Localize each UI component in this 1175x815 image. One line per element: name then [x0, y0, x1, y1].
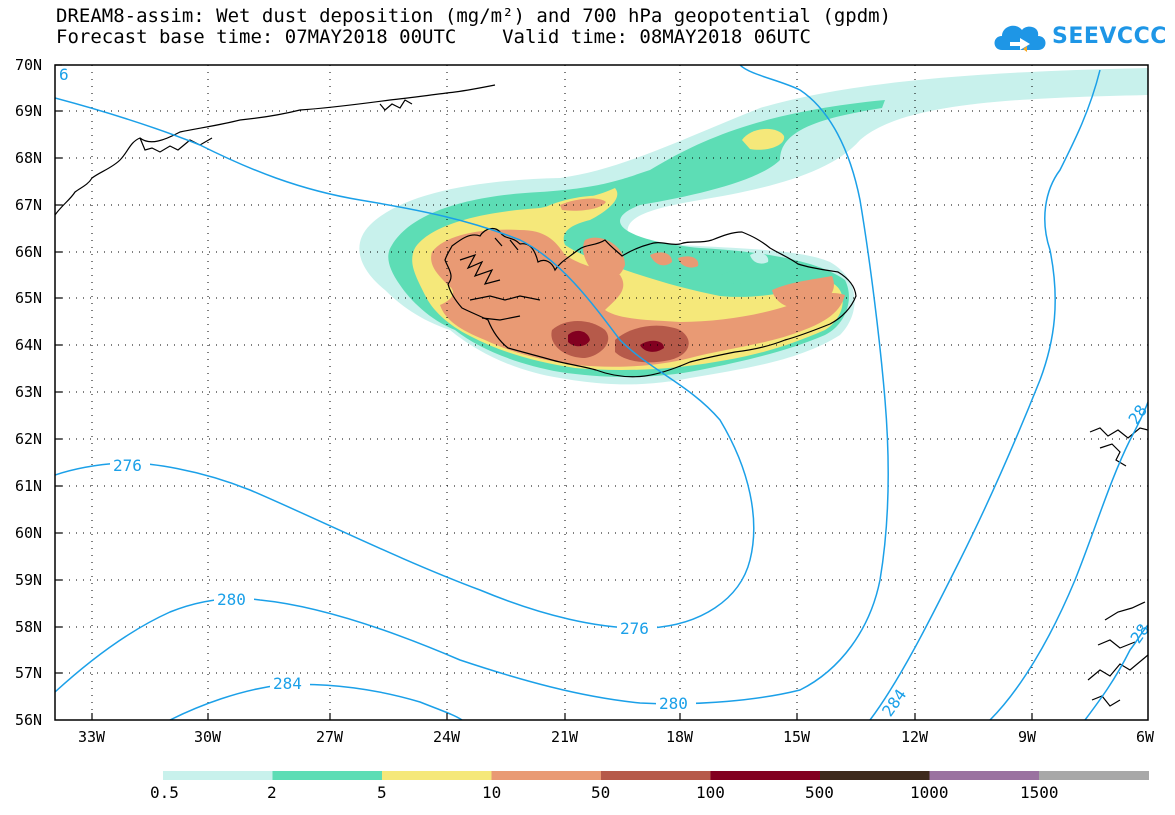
graticule	[55, 65, 1148, 720]
contour-line	[55, 65, 890, 705]
lat-label: 61N	[15, 477, 42, 495]
contour-labels: 6 276 280 284 276 280 284 28 28	[57, 65, 1153, 721]
logo-text: SEEVCCC	[1052, 24, 1167, 49]
deposition-level-5-patch	[720, 270, 750, 284]
coastlines	[55, 84, 1148, 707]
iceland-fjords	[459, 237, 541, 321]
colorbar-label: 100	[696, 783, 725, 802]
contour-label: 28	[1124, 401, 1151, 428]
colorbar-swatches	[163, 771, 1149, 780]
lat-label: 64N	[15, 336, 42, 354]
lat-label: 66N	[15, 243, 42, 261]
lat-label: 70N	[15, 56, 42, 74]
lat-label: 62N	[15, 430, 42, 448]
lat-label: 58N	[15, 618, 42, 636]
deposition-level-10-patch	[678, 256, 699, 268]
greenland-coast	[55, 84, 496, 216]
contour-line	[869, 69, 1101, 720]
map-plot-area: 6 276 280 284 276 280 284 28 28	[55, 65, 1153, 721]
longitude-labels: 33W 30W 27W 24W 21W 18W 15W 12W 9W 6W	[78, 728, 1155, 746]
colorbar-swatch	[929, 771, 1040, 780]
lon-label: 9W	[1018, 728, 1037, 746]
deposition-level-5-patch	[742, 128, 785, 150]
iceland-coast	[444, 227, 857, 378]
lon-label: 24W	[433, 728, 461, 746]
geopotential-contours	[55, 65, 1148, 720]
lat-label: 67N	[15, 196, 42, 214]
lon-label: 12W	[901, 728, 929, 746]
lon-label: 21W	[551, 728, 579, 746]
colorbar-swatch	[382, 771, 492, 780]
lat-label: 69N	[15, 102, 42, 120]
lat-label: 63N	[15, 383, 42, 401]
colorbar-swatch	[601, 771, 711, 780]
colorbar-swatch	[1039, 771, 1149, 780]
lat-label: 56N	[15, 711, 42, 729]
contour-label: 276	[113, 456, 142, 475]
contour-label: 28	[1126, 620, 1153, 647]
colorbar-label: 5	[377, 783, 387, 802]
deposition-level-10-patch	[560, 198, 606, 211]
colorbar-swatch	[272, 771, 383, 780]
lon-label: 33W	[78, 728, 106, 746]
colorbar-label: 0.5	[150, 783, 179, 802]
lon-label: 6W	[1136, 728, 1155, 746]
deposition-level-100	[568, 330, 590, 347]
colorbar-label: 2	[267, 783, 277, 802]
colorbar-swatch	[163, 771, 273, 780]
colorbar-label: 10	[482, 783, 501, 802]
colorbar-label: 500	[805, 783, 834, 802]
contour-line	[55, 97, 755, 629]
colorbar-swatch	[820, 771, 930, 780]
tick-marks	[55, 64, 1033, 720]
contour-line	[1084, 624, 1148, 720]
lat-label: 57N	[15, 664, 42, 682]
lon-label: 30W	[194, 728, 222, 746]
lat-label: 60N	[15, 524, 42, 542]
colorbar: 0.5 2 5 10 50 100 500 1000 1500	[150, 771, 1149, 802]
colorbar-label: 50	[591, 783, 610, 802]
deposition-level-10-patch	[772, 276, 834, 310]
colorbar-swatch	[710, 771, 821, 780]
chart-title: DREAM8-assim: Wet dust deposition (mg/m²…	[56, 5, 892, 27]
seevccc-logo: SEEVCCC	[990, 18, 1166, 58]
contour-label: 6	[59, 65, 69, 84]
contour-line	[989, 401, 1148, 720]
deposition-level-10	[431, 229, 845, 367]
colorbar-label: 1000	[910, 783, 949, 802]
lon-label: 18W	[666, 728, 694, 746]
deposition-level-10-patch	[650, 252, 672, 266]
colorbar-labels: 0.5 2 5 10 50 100 500 1000 1500	[150, 783, 1059, 802]
deposition-level-100	[640, 340, 664, 352]
dust-deposition-shading	[359, 68, 1148, 385]
lat-label: 68N	[15, 149, 42, 167]
contour-label: 280	[659, 694, 688, 713]
greenland-coast-detail	[379, 99, 413, 111]
cloud-icon	[994, 25, 1046, 52]
deposition-level-10-patch	[583, 237, 625, 281]
colorbar-swatch	[491, 771, 602, 780]
contour-label: 276	[620, 619, 649, 638]
lon-label: 15W	[783, 728, 811, 746]
forecast-times: Forecast base time: 07MAY2018 00UTC Vali…	[56, 26, 811, 48]
deposition-level-5-patch	[750, 252, 769, 264]
lat-label: 59N	[15, 571, 42, 589]
faroe-shetland-coast	[1087, 427, 1148, 707]
lon-label: 27W	[316, 728, 344, 746]
lat-label: 65N	[15, 289, 42, 307]
contour-line	[169, 683, 463, 720]
colorbar-label: 1500	[1020, 783, 1059, 802]
contour-label: 284	[878, 686, 910, 721]
contour-label: 280	[217, 590, 246, 609]
contour-label: 284	[273, 674, 302, 693]
latitude-labels: 70N 69N 68N 67N 66N 65N 64N 63N 62N 61N …	[15, 56, 42, 729]
